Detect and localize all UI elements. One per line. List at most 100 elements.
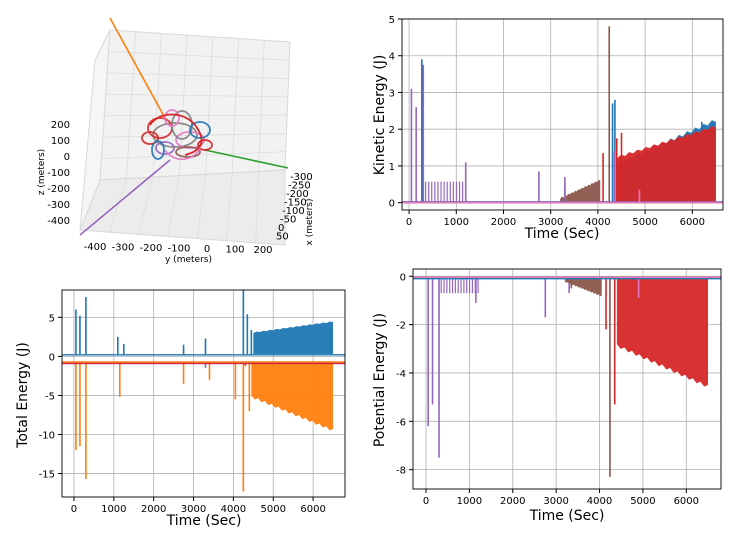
y-tick-label: -4: [396, 369, 406, 380]
series: [413, 276, 721, 299]
grid-line: [102, 133, 287, 138]
trajectory-loop: [152, 122, 198, 148]
trajectory-line: [204, 149, 289, 169]
grid-line: [167, 175, 180, 237]
x-tick-label: 0: [71, 504, 77, 515]
trajectory-line: [109, 17, 166, 119]
grid-line: [126, 31, 137, 179]
trajectory-line: [79, 159, 171, 236]
grid-line: [196, 174, 207, 239]
x-tick-label: -50: [280, 215, 296, 226]
series-group: [402, 26, 723, 204]
trajectory-loop: [141, 131, 159, 145]
x-tick-label: 3000: [538, 217, 563, 228]
y-tick-label: -2: [396, 321, 406, 332]
trajectory-loop: [155, 141, 175, 155]
x-tick-label: 4000: [587, 496, 612, 507]
grid-line: [138, 177, 154, 235]
x-tick-label: 1000: [444, 217, 469, 228]
y-tick-label: 0: [204, 244, 210, 255]
x-tick-label: 0: [406, 217, 412, 228]
x-tick-label: 0: [278, 223, 284, 234]
x-tick-label: 3000: [181, 504, 206, 515]
grid-line: [231, 38, 239, 173]
3d-side-pane: [79, 29, 111, 231]
oscillation-band: [251, 362, 334, 431]
y-tick-label: 200: [253, 245, 272, 256]
x-tick-label: -100: [282, 206, 305, 217]
y-tick-label: -100: [168, 244, 191, 255]
z-tick-label: -400: [47, 216, 70, 227]
trajectory-loop: [164, 109, 180, 127]
z-axis-label-3d: z (meters): [37, 149, 47, 195]
y-tick-label: -6: [396, 417, 406, 428]
grid-line: [108, 51, 290, 61]
y-tick-label: -400: [84, 242, 107, 253]
x-tick-label: 5000: [632, 217, 657, 228]
potential-energy-plot: 0 1000 2000 3000 4000 5000 6000 0 -2 -4 -6 -8 Time (…: [372, 268, 722, 524]
z-tick-label: -300: [47, 200, 70, 211]
grid-line: [255, 171, 259, 243]
x-tick-label: -250: [288, 181, 311, 192]
x-axis-label: Time (Sec): [529, 508, 605, 524]
y-tick-label: 0: [400, 272, 406, 283]
y-tick-label: -5: [45, 391, 55, 402]
3d-floor-pane: [79, 169, 286, 246]
oscillation-band: [253, 321, 334, 355]
oscillation-band: [616, 278, 708, 387]
y-tick-label: -15: [39, 470, 55, 481]
series: [402, 64, 723, 203]
x-tick-label: 1000: [101, 504, 126, 515]
y-tick-label: -300: [112, 243, 135, 254]
z-tick-label: 200: [51, 120, 70, 131]
series-group: [413, 276, 721, 477]
trajectory-3d-plot: 200 100 0 -100 -200 -300 -400 -400 -300 -200 -100 0…: [37, 17, 315, 265]
trajectory-loop: [151, 140, 165, 160]
y-axis-label: Total Energy (J): [15, 342, 31, 449]
x-axis-label-3d: x (meters): [305, 199, 315, 246]
trajectory-curve: [149, 113, 203, 156]
x-tick-label: 50: [276, 232, 289, 243]
y-tick-label: 5: [389, 15, 395, 26]
x-tick-label: -200: [286, 189, 309, 200]
y-tick-label: 1: [389, 162, 395, 173]
y-tick-label: -200: [140, 243, 163, 254]
total-energy-plot: 0 1000 2000 3000 4000 5000 6000 5 0 -5 -10 -15 Time …: [15, 289, 346, 529]
x-tick-label: 6000: [680, 217, 705, 228]
z-tick-label: -200: [47, 184, 70, 195]
x-tick-label: 2000: [500, 496, 525, 507]
series-group: [62, 290, 345, 492]
trajectory-curve: [164, 147, 201, 160]
series: [402, 189, 723, 204]
y-tick-label: 4: [389, 52, 395, 63]
y-tick-label: 0: [49, 352, 55, 363]
x-tick-label: 0: [423, 496, 429, 507]
oscillation-band: [616, 126, 716, 203]
plot-frame: [401, 18, 724, 211]
3d-gridlines: [101, 31, 290, 243]
y-axis-label: Potential Energy (J): [372, 313, 388, 447]
x-tick-label: 3000: [543, 496, 568, 507]
z-tick-label: 100: [51, 136, 70, 147]
x-tick-label: 5000: [630, 496, 655, 507]
trajectory-loop: [197, 139, 213, 151]
x-axis-label: Time (Sec): [166, 513, 242, 529]
3d-trajectories: [79, 17, 289, 236]
grid-line: [107, 72, 289, 79]
x-tick-label: 2000: [141, 504, 166, 515]
series: [62, 361, 345, 492]
y-tick-label: 100: [225, 245, 244, 256]
y-tick-label: -8: [396, 466, 406, 477]
grid-line: [108, 178, 127, 233]
x-tick-label: 4000: [221, 504, 246, 515]
trajectory-loop: [189, 121, 211, 139]
y-tick-label: 0: [389, 199, 395, 210]
plot-frame: [412, 268, 722, 490]
x-tick-label: 4000: [585, 217, 610, 228]
grid-line: [205, 36, 214, 175]
grid-line: [178, 35, 188, 176]
y-tick-label: 3: [389, 88, 395, 99]
x-tick-label: 1000: [457, 496, 482, 507]
oscillation-band: [560, 179, 601, 203]
x-tick-label: 2000: [491, 217, 516, 228]
